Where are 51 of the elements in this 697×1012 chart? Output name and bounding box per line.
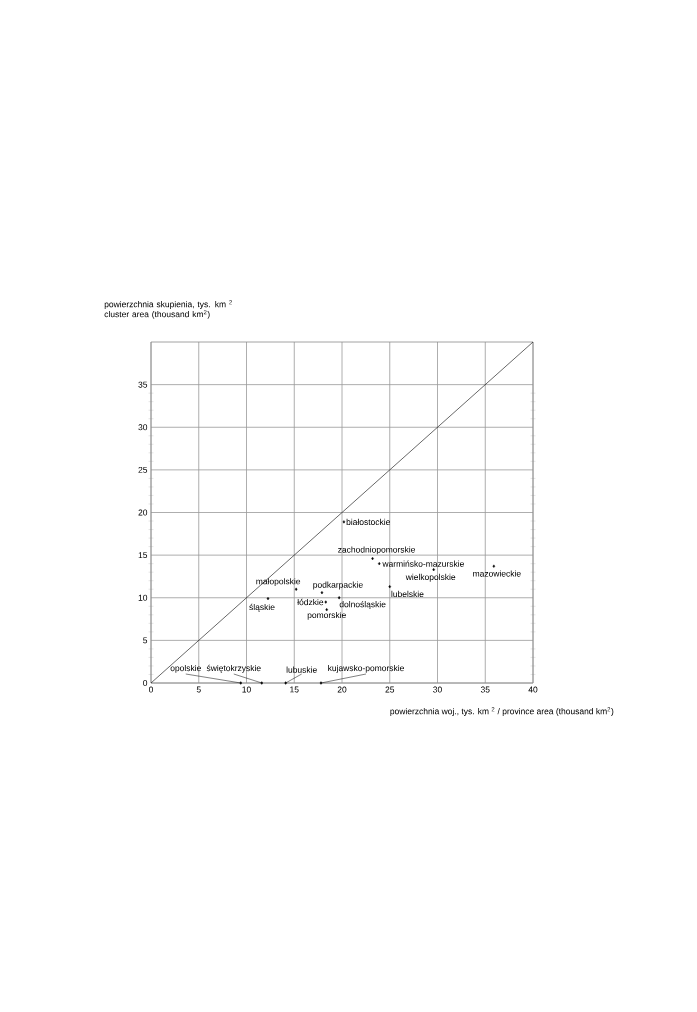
point <box>325 608 328 612</box>
y-tick-label: 30 <box>138 424 148 431</box>
annotation: kujawsko-pomorskie <box>328 664 404 673</box>
point <box>320 591 324 595</box>
point <box>342 520 346 524</box>
point <box>319 681 323 685</box>
y-tick-label: 35 <box>138 381 148 388</box>
annotation: pomorskie <box>307 611 346 620</box>
point <box>337 596 341 600</box>
y-tick-label: 10 <box>138 594 148 601</box>
point <box>284 681 287 685</box>
annotation: podkarpackie <box>313 581 363 590</box>
point <box>371 556 374 561</box>
point <box>324 600 328 604</box>
x-tick-label: 10 <box>242 686 251 693</box>
annotation: lubelskie <box>391 590 424 598</box>
y-tick-label: 20 <box>138 509 148 516</box>
x-tick-label: 35 <box>480 686 490 693</box>
x-tick-label: 0 <box>148 686 154 693</box>
annotation: opolskie <box>170 664 201 673</box>
y-tick-label: 25 <box>138 466 148 473</box>
y-tick-label: 0 <box>143 680 148 686</box>
point <box>239 681 243 685</box>
annotation: zachodniopomorskie <box>338 546 415 555</box>
x-axis-title: powierzchnia woj., tys. km $^{2}$ / province area (thousand km$^{2}$) <box>390 707 614 716</box>
text: powierzchnia skupienia, tys. km $^{2}$ cluster area (thousand km$^{2}$) <box>104 300 232 319</box>
x-tick-label: 20 <box>337 686 347 693</box>
point <box>266 597 270 601</box>
point <box>260 681 264 685</box>
annotation: łódzkie <box>297 598 324 606</box>
annotation: lubuskie <box>286 666 317 673</box>
y-tick-label: 15 <box>138 552 148 559</box>
annotation: mazowieckie <box>473 570 521 577</box>
x-tick-label: 25 <box>385 686 395 693</box>
point <box>294 587 298 591</box>
y-tick-label: 5 <box>143 637 148 644</box>
annotation: dolnośląskie <box>339 600 386 609</box>
annotation: małopolskie <box>256 578 301 587</box>
x-tick-label: 5 <box>196 686 201 693</box>
annotation: warmińsko-mazurskie <box>382 560 464 567</box>
point <box>492 564 496 568</box>
point <box>388 585 391 589</box>
x-tick-label: 40 <box>528 686 538 693</box>
x-tick-label: 30 <box>433 686 442 693</box>
annotation: wielkopolskie <box>405 573 456 582</box>
point <box>432 568 435 572</box>
point <box>378 562 381 566</box>
x-tick-label: 15 <box>290 686 299 693</box>
annotation: świętokrzyskie <box>206 664 261 673</box>
annotation: białostockie <box>346 518 390 525</box>
annotation: śląskie <box>249 603 275 612</box>
